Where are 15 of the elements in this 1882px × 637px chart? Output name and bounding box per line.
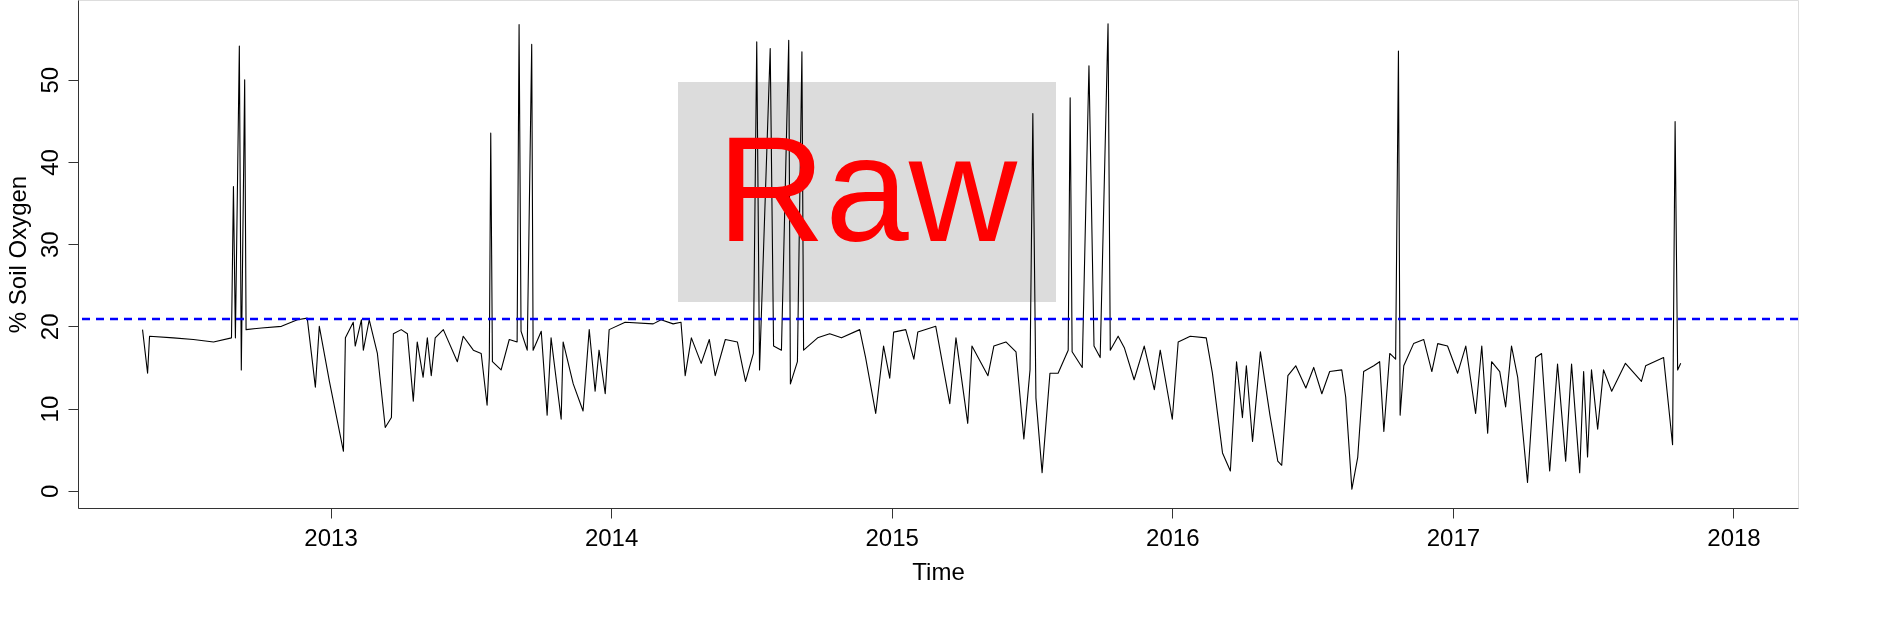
y-tick-label: 50 [35,66,63,94]
x-tick-label: 2018 [1707,523,1761,551]
line-series [141,23,1682,490]
x-tick-label: 2017 [1426,523,1481,551]
x-tick-label: 2016 [1146,523,1200,551]
y-tick-label: 20 [35,313,63,341]
y-tick-label: 0 [35,484,63,498]
x-tick-label: 2013 [304,523,358,551]
x-tick-label: 2015 [865,523,919,551]
y-tick-label: 40 [35,149,63,176]
y-axis-title: % Soil Oxygen [3,175,31,334]
x-tick-label: 2014 [584,523,639,551]
y-tick-label: 30 [35,231,63,258]
x-axis-title: Time [912,557,965,585]
y-tick-label: 10 [35,395,63,423]
